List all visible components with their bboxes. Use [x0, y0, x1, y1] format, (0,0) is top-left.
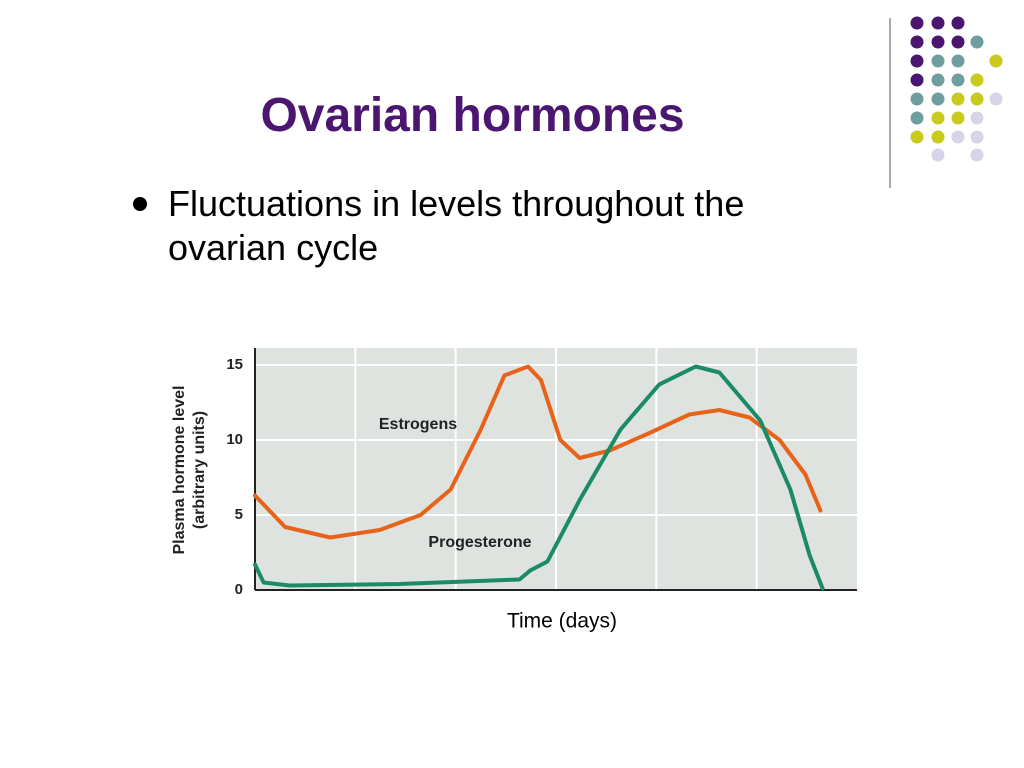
y-axis-label-line: (arbitrary units): [191, 411, 208, 529]
y-axis-label-line: Plasma hormone level: [171, 386, 188, 555]
bullet-text: Fluctuations in levels throughout the ov…: [168, 183, 745, 268]
bullet-marker: [133, 197, 147, 211]
series-line: [253, 364, 823, 540]
dot-pattern: [910, 16, 1003, 162]
series-label: Progesterone: [428, 534, 531, 551]
y-tick-label: 0: [235, 581, 243, 598]
y-tick-label: 5: [235, 506, 243, 523]
slide-title: Ovarian hormones: [260, 89, 685, 142]
series-label: Estrogens: [379, 416, 457, 433]
y-axis-label: Plasma hormone level (arbitrary units): [171, 386, 208, 555]
series-line: [253, 364, 825, 591]
x-axis-label: Time (days): [507, 610, 617, 633]
y-tick-label: 15: [226, 356, 243, 373]
y-tick-label: 10: [226, 431, 243, 448]
